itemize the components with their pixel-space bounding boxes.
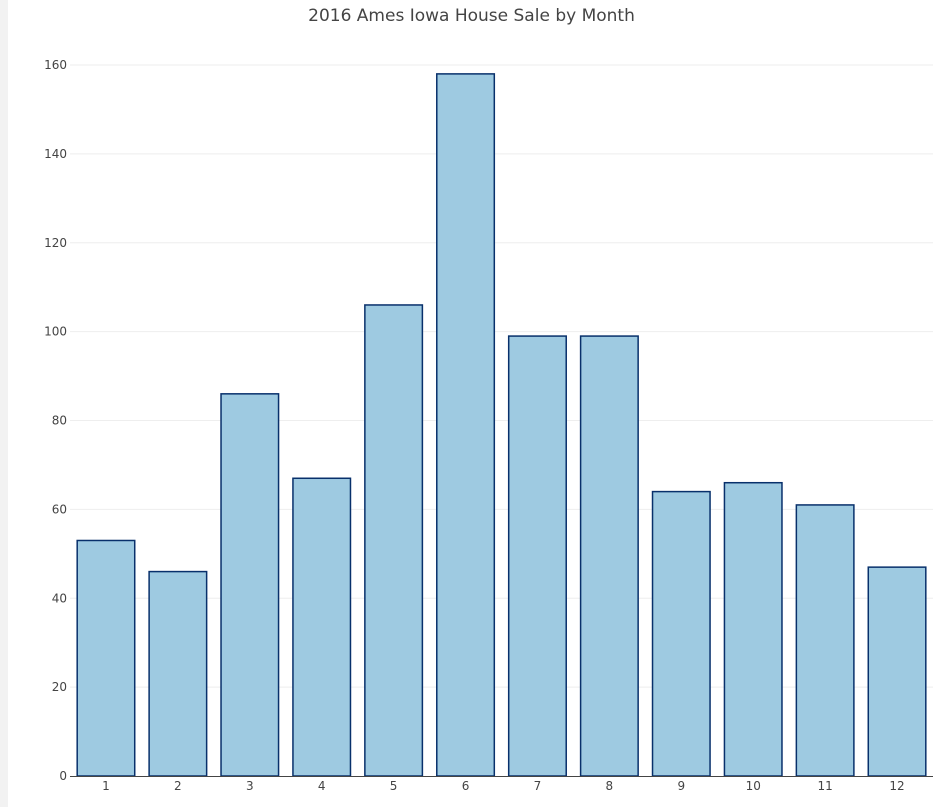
x-tick-label: 11: [817, 779, 832, 793]
x-tick-label: 6: [462, 779, 470, 793]
bar-month-1: [76, 539, 136, 777]
y-tick-label: 160: [44, 58, 67, 72]
grid-lines: [70, 64, 933, 688]
y-tick-label: 0: [59, 769, 67, 783]
y-tick-label: 100: [44, 325, 67, 339]
x-axis-ticks: 1 2 3 4 5 6 7 8 9 10 11 12: [102, 779, 905, 793]
x-tick-label: 5: [390, 779, 398, 793]
bar-month-4: [292, 477, 352, 777]
bar-month-5: [364, 304, 424, 777]
bar-month-2: [148, 570, 208, 777]
y-tick-label: 80: [52, 414, 67, 428]
y-tick-label: 60: [52, 502, 67, 516]
bar-month-9: [651, 490, 711, 777]
y-tick-label: 140: [44, 147, 67, 161]
bar-month-11: [795, 504, 855, 777]
x-tick-label: 8: [606, 779, 614, 793]
bar-month-8: [579, 335, 639, 777]
x-tick-label: 4: [318, 779, 326, 793]
bar-month-10: [723, 481, 783, 777]
left-edge: [0, 0, 8, 807]
bar-month-6: [436, 73, 496, 777]
y-tick-label: 20: [52, 680, 67, 694]
x-tick-label: 12: [889, 779, 904, 793]
x-tick-label: 7: [534, 779, 542, 793]
x-tick-label: 10: [746, 779, 761, 793]
x-tick-label: 1: [102, 779, 110, 793]
bars: [76, 73, 927, 777]
y-tick-label: 40: [52, 591, 67, 605]
bar-month-3: [220, 393, 280, 777]
y-tick-label: 120: [44, 236, 67, 250]
chart-title: 2016 Ames Iowa House Sale by Month: [308, 6, 635, 26]
y-axis-ticks: 0 20 40 60 80 100 120 140 160: [44, 58, 67, 783]
x-tick-label: 2: [174, 779, 182, 793]
x-tick-label: 3: [246, 779, 254, 793]
x-tick-label: 9: [677, 779, 685, 793]
bar-month-12: [867, 566, 927, 777]
bar-month-7: [507, 335, 567, 777]
